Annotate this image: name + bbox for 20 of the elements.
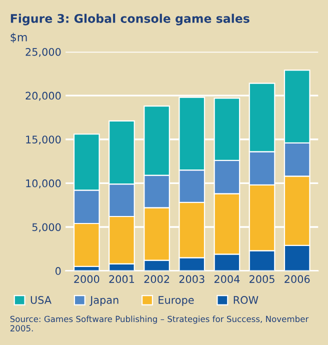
x-tick-label: 2002 <box>144 275 170 284</box>
x-tick-label: 2006 <box>284 275 310 284</box>
y-tick-label: 0 <box>55 267 61 275</box>
source-note: Source: Games Software Publishing – Strategies for Success, November 2005. <box>10 316 309 332</box>
legend-label: USA <box>30 296 52 304</box>
x-tick-label: 2003 <box>179 275 204 284</box>
y-tick-label: 10,000 <box>26 179 61 188</box>
legend-label: Europe <box>158 296 194 306</box>
y-tick-label: 15,000 <box>26 136 61 145</box>
x-tick-label: 2004 <box>214 275 240 284</box>
x-tick-label: 2000 <box>74 275 100 284</box>
y-axis-title: $m <box>10 32 27 43</box>
y-tick-label: 5,000 <box>32 223 61 232</box>
x-tick-label: 2005 <box>250 275 274 284</box>
chart-title: Figure 3: Global console game sales <box>10 14 250 26</box>
legend-label: ROW <box>234 296 258 304</box>
legend-label: Japan <box>90 296 118 306</box>
y-tick-label: 25,000 <box>26 48 61 57</box>
x-tick-label: 2001 <box>109 275 134 284</box>
y-tick-label: 20,000 <box>26 92 61 101</box>
